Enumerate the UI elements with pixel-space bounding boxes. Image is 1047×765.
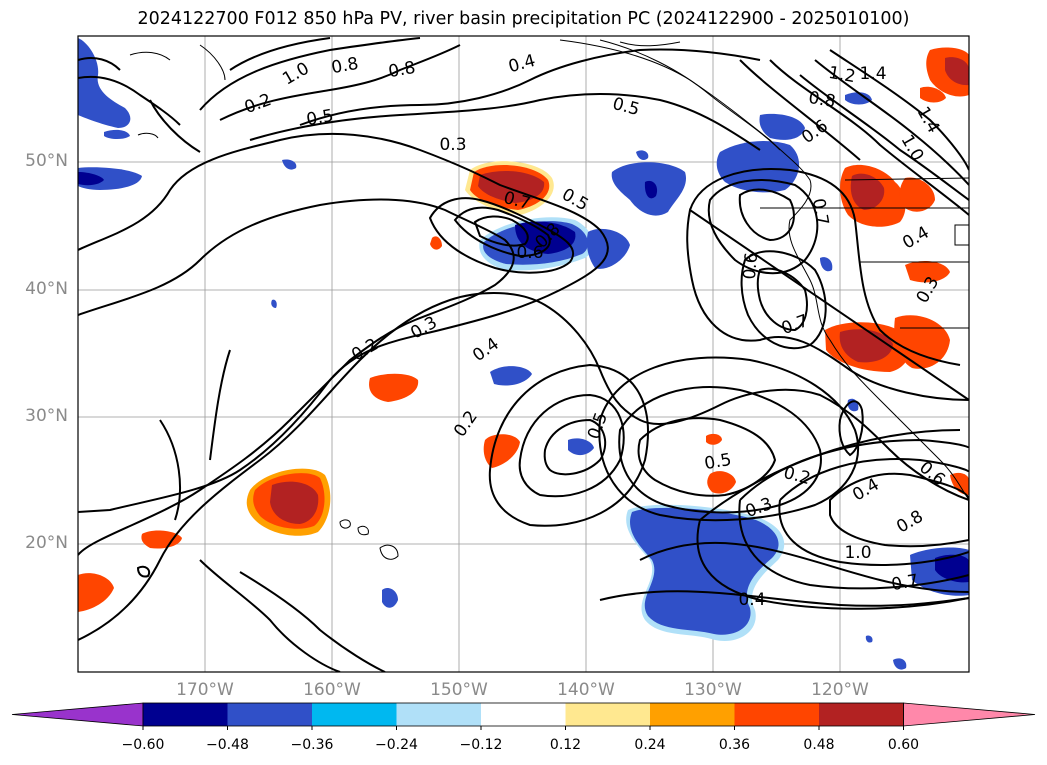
contour-label: 0.8 — [330, 54, 360, 78]
colorbar-tick-label: −0.36 — [290, 737, 334, 753]
contour-label: 0.8 — [893, 507, 926, 538]
contour-label: 0.4 — [899, 223, 932, 254]
colorbar-segment — [650, 703, 735, 726]
lon-label-150w: 150°W — [430, 680, 488, 700]
colorbar-extend-high — [903, 702, 1036, 727]
colorbar-segment — [819, 703, 904, 726]
contour-label: 1.4 — [859, 64, 886, 84]
lon-label-170w: 170°W — [176, 680, 234, 700]
lon-label-160w: 160°W — [303, 680, 361, 700]
lon-label-140w: 140°W — [557, 680, 615, 700]
contour-label: 0.2 — [242, 90, 274, 118]
contour-label: 1.4 — [913, 103, 944, 136]
contour-label: 0.6 — [516, 243, 543, 263]
colorbar-segment — [143, 703, 228, 726]
map-frame — [77, 35, 970, 673]
map-title: 2024122700 F012 850 hPa PV, river basin … — [137, 9, 910, 29]
contour-label: 0.4 — [849, 475, 882, 506]
contour-label: 0.6 — [915, 458, 949, 491]
colorbar-segment — [227, 703, 313, 726]
contour-label: 1.2 — [827, 63, 857, 87]
colorbar-segment — [565, 703, 651, 726]
contour-label: 0.5 — [305, 106, 335, 130]
colorbar-tick-label: −0.48 — [206, 737, 249, 753]
contour-label: 0.4 — [506, 51, 537, 77]
colorbar-tick-label: −0.12 — [459, 737, 503, 753]
lat-label-40n: 40°N — [25, 279, 68, 299]
contour-label: 1.0 — [279, 59, 312, 90]
colorbar-segment — [481, 703, 566, 726]
contour-label: 0.7 — [890, 571, 920, 595]
colorbar — [11, 702, 1036, 730]
lon-label-130w: 130°W — [684, 680, 742, 700]
contour-label: 0.7 — [808, 197, 832, 227]
colorbar-tick-label: 0.12 — [549, 737, 582, 753]
minor-contours — [129, 41, 681, 81]
lat-label-50n: 50°N — [25, 151, 68, 171]
colorbar-tick-label: 0.24 — [634, 737, 666, 753]
contour-label: 0.2 — [781, 463, 812, 489]
contour-label: 1.0 — [844, 543, 871, 563]
positive-precip-areas — [78, 47, 969, 612]
contour-label: 0.2 — [348, 335, 381, 366]
pv-contours — [78, 37, 969, 672]
contour-label: 0.2 — [450, 407, 482, 441]
colorbar-extend-low — [11, 702, 144, 727]
contour-label: 0.5 — [703, 450, 733, 474]
lat-label-30n: 30°N — [25, 406, 68, 426]
lat-label-20n: 20°N — [25, 533, 68, 553]
negative-precip-areas — [78, 38, 969, 670]
colorbar-tick-label: 0.48 — [803, 737, 835, 753]
colorbar-tick-label: −0.60 — [121, 737, 165, 753]
contour-label: 0.3 — [743, 494, 775, 522]
contour-label: 0.5 — [584, 410, 612, 442]
colorbar-segment — [734, 703, 820, 726]
contour-label: 0.4 — [738, 590, 765, 610]
colorbar-tick-label: −0.24 — [375, 737, 418, 753]
contour-label: 0.8 — [387, 58, 417, 82]
contour-label: 1.0 — [897, 131, 928, 164]
colorbar-tick-label: 0.36 — [718, 737, 751, 753]
colorbar-segment — [396, 703, 482, 726]
contour-label: 0.5 — [558, 185, 591, 216]
contour-label: 0.5 — [610, 94, 641, 120]
lon-label-120w: 120°W — [811, 680, 869, 700]
contour-label: 0.8 — [807, 88, 837, 112]
colorbar-tick-label: 0.60 — [887, 737, 920, 753]
colorbar-segment — [312, 703, 397, 726]
contour-label: 0.6 — [740, 252, 762, 281]
contour-label: 0.6 — [798, 116, 832, 148]
contour-label: 0.3 — [439, 135, 466, 155]
contour-label: 0.4 — [469, 334, 503, 366]
